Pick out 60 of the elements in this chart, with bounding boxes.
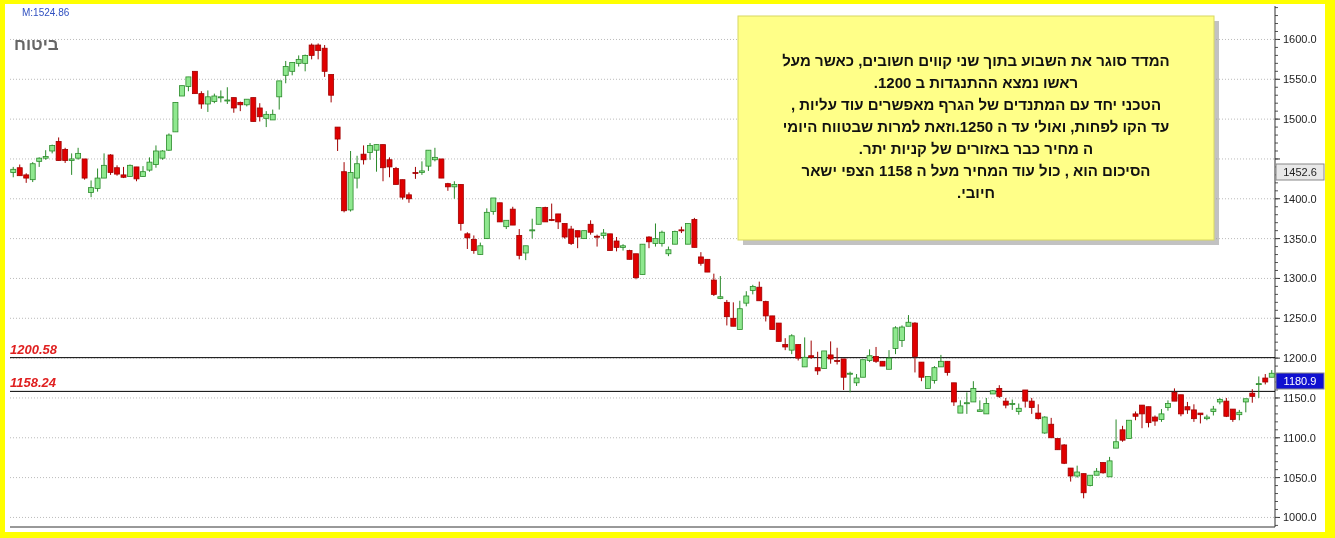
ref-line-label: 1158.24: [10, 375, 57, 391]
y-tick-label: 1250.0: [1283, 312, 1317, 325]
annotation: M:1524.86: [22, 7, 70, 18]
candlestick: [470, 234, 477, 255]
candlestick: [529, 218, 536, 240]
candlestick: [847, 371, 853, 393]
candlestick: [444, 182, 451, 192]
candlestick: [685, 222, 691, 245]
y-tick-label: 1500.0: [1283, 113, 1317, 126]
candlestick: [646, 235, 652, 249]
candlestick: [808, 340, 815, 360]
candlestick: [419, 160, 425, 176]
candlestick: [736, 300, 743, 330]
candlestick: [620, 243, 626, 252]
y-tick-label: 1600.0: [1283, 33, 1317, 46]
ref-line-label: 1200.58: [10, 341, 58, 357]
candlestick: [1080, 473, 1087, 499]
y-tick-label: 1100.0: [1283, 431, 1316, 444]
y-tick-label: 1000.0: [1283, 511, 1317, 524]
text: ביטוח: [14, 35, 59, 54]
annotation: המדד סוגר את השבוע בתוך שני קווים חשובים, כאשר מעל ראשו נמצא ההתנגדות ב 1200. הטכני יחד עם המתנדים של הגרף מאפשרים עוד עליות , עד הקו לפחות, ואולי עד ה 1250.וזאת למרות שבטווח היומי ה מחיר כבר באזורים של קניות יתר. הסיכום הוא , כול עוד המחיר מעל ה 1158 הצפי ישאר חיובי.: [782, 52, 1170, 201]
candlestick: [509, 206, 516, 226]
candlestick: [1113, 418, 1119, 449]
candlestick: [788, 333, 795, 355]
candlestick: [886, 349, 892, 370]
candlestick: [756, 281, 763, 302]
candlestick: [1048, 417, 1055, 439]
y-tick-label: 1200.0: [1283, 352, 1317, 365]
candlestick: [328, 74, 335, 103]
candlestick: [1106, 456, 1113, 478]
candlestick: [1255, 375, 1262, 399]
candlestick: [360, 144, 367, 166]
candlestick: [438, 158, 445, 179]
candlestick: [723, 299, 730, 326]
y-tick-label: 1400.0: [1283, 192, 1317, 205]
y-tick-label: 1550.0: [1283, 73, 1317, 86]
candlestick: [276, 80, 283, 111]
candlestick: [81, 158, 88, 181]
candlestick: [730, 301, 737, 327]
text: 1180.9: [1283, 375, 1317, 387]
candlestick: [710, 273, 717, 297]
candlestick: [140, 165, 146, 177]
candlestick: [1074, 465, 1081, 479]
y-tick-label: 1350.0: [1283, 232, 1317, 245]
candlestick: [334, 126, 341, 152]
candlestick: [516, 228, 523, 260]
candlestick: [814, 351, 821, 376]
y-tick-label: 1050.0: [1283, 471, 1317, 484]
candlestick: [496, 202, 503, 223]
y-tick-label: 1300.0: [1283, 272, 1317, 285]
text: 1452.6: [1283, 166, 1317, 178]
candlestick: [594, 234, 600, 248]
candlestick: [950, 382, 957, 407]
candlestick: [918, 361, 925, 382]
candlestick: [1165, 399, 1171, 412]
candlestick: [827, 340, 834, 365]
candlestick: [801, 336, 808, 368]
y-tick-label: 1150.0: [1283, 391, 1316, 404]
candlestick: [1126, 419, 1132, 440]
candlestick: [29, 161, 36, 183]
